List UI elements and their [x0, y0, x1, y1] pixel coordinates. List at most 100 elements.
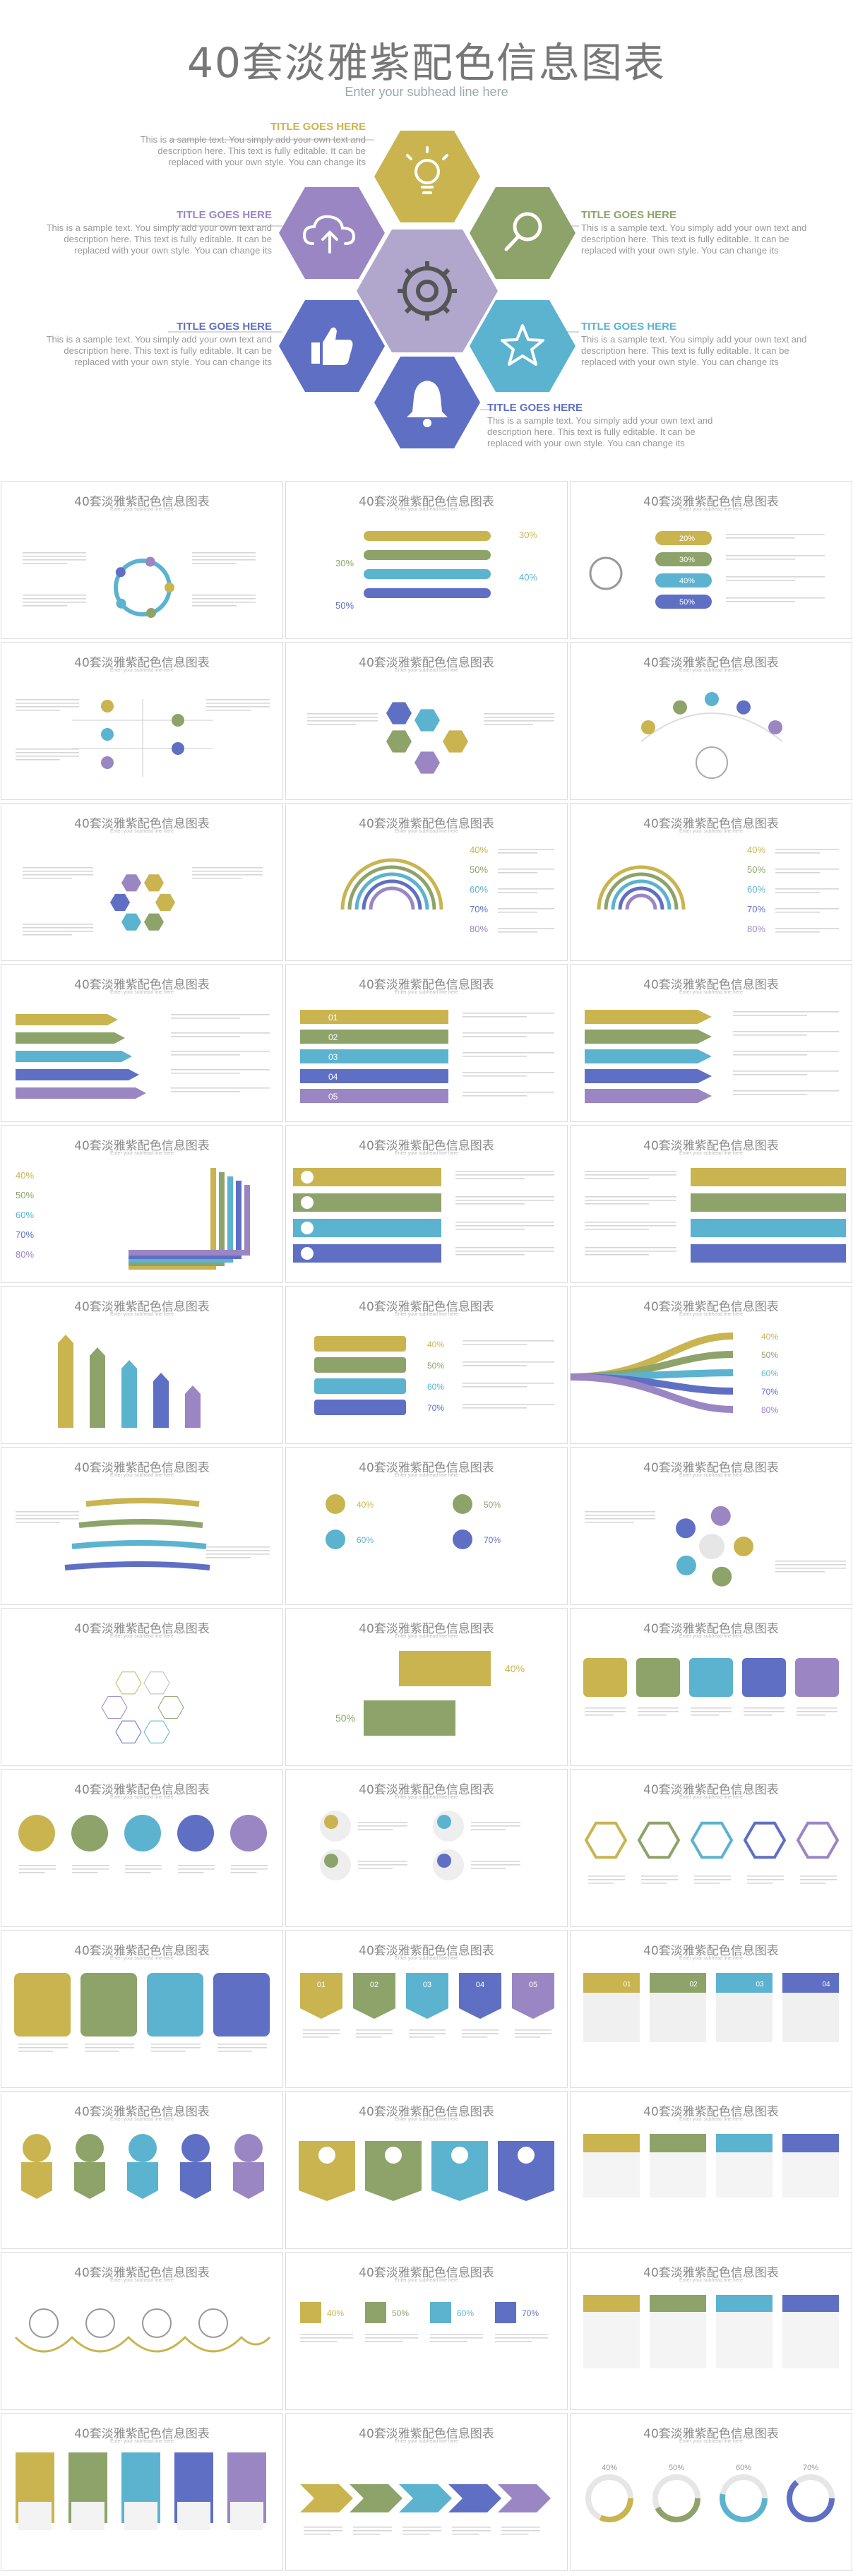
slide-thumbnail[interactable]: 40套淡雅紫配色信息图表 Enter your subhead line here [571, 2092, 852, 2248]
percent-label: 50% [747, 864, 765, 875]
slide-thumbnail[interactable]: 40套淡雅紫配色信息图表 Enter your subhead line here… [571, 2414, 852, 2570]
placeholder-line [358, 1868, 393, 1869]
curve [129, 1168, 216, 1270]
slide-thumbnail[interactable]: 40套淡雅紫配色信息图表 Enter your subhead line here [571, 1448, 852, 1604]
percent-label: 80% [470, 924, 488, 934]
placeholder-line [217, 2047, 267, 2049]
slide-thumbnail[interactable]: 40套淡雅紫配色信息图表 Enter your subhead line here… [571, 804, 852, 960]
number-tab [300, 1049, 448, 1063]
icon-circle [385, 2147, 402, 2164]
infographic-graphic: 40% 50% 60% 70% [585, 2464, 835, 2522]
placeholder-line [797, 1715, 825, 1716]
placeholder-line [85, 2047, 134, 2049]
slide-thumbnail[interactable]: 40套淡雅紫配色信息图表 Enter your subhead line here [1, 1931, 282, 2087]
placeholder-line [641, 1879, 678, 1880]
slide-thumbnail[interactable]: 40套淡雅紫配色信息图表 Enter your subhead line here… [286, 804, 567, 960]
icon-circle [326, 1530, 345, 1549]
slide-thumbnail[interactable]: 40套淡雅紫配色信息图表 Enter your subhead line here… [571, 482, 852, 638]
placeholder-line [797, 1707, 837, 1709]
percent-label: 40% [16, 1170, 34, 1181]
placeholder-line [588, 1879, 625, 1880]
slide-subtitle: Enter your subhead line here [395, 1473, 458, 1478]
placeholder-line [151, 2047, 201, 2049]
slide-thumbnail[interactable]: 40套淡雅紫配色信息图表 Enter your subhead line here… [571, 1931, 852, 2087]
placeholder-line [23, 867, 93, 869]
slide-thumbnail[interactable]: 40套淡雅紫配色信息图表 Enter your subhead line here [571, 1609, 852, 1765]
percent-label: 70% [761, 1387, 778, 1397]
slide-thumbnail[interactable]: 40套淡雅紫配色信息图表 Enter your subhead line here [1, 1770, 282, 1926]
slide-subtitle: Enter your subhead line here [110, 1634, 174, 1639]
slide-thumbnail[interactable]: 40套淡雅紫配色信息图表 Enter your subhead line here [286, 1126, 567, 1282]
placeholder-line [585, 1247, 676, 1248]
slide-title: 40套淡雅紫配色信息图表 [643, 1944, 779, 1958]
node [705, 692, 719, 706]
slide-thumbnail[interactable]: 40套淡雅紫配色信息图表 Enter your subhead line here [1, 2414, 282, 2570]
placeholder-line [585, 1707, 626, 1709]
slide-thumbnail[interactable]: 40套淡雅紫配色信息图表 Enter your subhead line here… [286, 1287, 567, 1443]
swoosh [78, 1519, 203, 1528]
badge [71, 1815, 108, 1852]
curve [129, 1176, 233, 1263]
icon-circle [518, 2147, 535, 2164]
placeholder-line [353, 2530, 392, 2532]
slide-thumbnail[interactable]: 40套淡雅紫配色信息图表 Enter your subhead line here… [286, 1609, 567, 1765]
slide-subtitle: Enter your subhead line here [395, 668, 458, 673]
arc [354, 872, 429, 910]
slide-thumbnail[interactable]: 40套淡雅紫配色信息图表 Enter your subhead line here… [286, 2253, 567, 2409]
slide-thumbnail[interactable]: 40套淡雅紫配色信息图表 Enter your subhead line here [571, 643, 852, 799]
slide-thumbnail[interactable]: 40套淡雅紫配色信息图表 Enter your subhead line here [571, 2253, 852, 2409]
slide-thumbnail[interactable]: 40套淡雅紫配色信息图表 Enter your subhead line here [571, 965, 852, 1121]
placeholder-line [171, 1051, 270, 1052]
percent-label: 60% [736, 2464, 751, 2472]
slide-thumbnail[interactable]: 40套淡雅紫配色信息图表 Enter your subhead line here [1, 1609, 282, 1765]
placeholder-line [455, 1203, 525, 1205]
slide-thumbnail[interactable]: 40套淡雅紫配色信息图表 Enter your subhead line here [286, 2414, 567, 2570]
infographic-graphic: 40% 50% 60% 70% [314, 1336, 554, 1415]
placeholder-line [691, 1711, 732, 1712]
card-body [716, 1993, 773, 2042]
slide-subtitle: Enter your subhead line here [395, 1795, 458, 1800]
slide-thumbnail[interactable]: 40套淡雅紫配色信息图表 Enter your subhead line here [1, 1448, 282, 1604]
icon-circle [85, 2308, 115, 2338]
slide-thumbnail[interactable]: 40套淡雅紫配色信息图表 Enter your subhead line here… [286, 482, 567, 638]
slide-thumbnail[interactable]: 40套淡雅紫配色信息图表 Enter your subhead line here [571, 1126, 852, 1282]
slide-thumbnail[interactable]: 40套淡雅紫配色信息图表 Enter your subhead line here [1, 965, 282, 1121]
chevron [498, 2484, 551, 2512]
placeholder-line [463, 1386, 527, 1388]
slide-title: 40套淡雅紫配色信息图表 [74, 2266, 210, 2280]
slide-thumbnail[interactable]: 40套淡雅紫配色信息图表 Enter your subhead line here… [286, 965, 567, 1121]
placeholder-line [495, 2334, 548, 2335]
ring-node [165, 583, 174, 592]
infographic-graphic: 40% 50% 60% 70% [300, 2302, 548, 2342]
hexagon-shape [144, 874, 164, 892]
icon-circle [318, 2147, 335, 2164]
slide-title: 40套淡雅紫配色信息图表 [74, 817, 210, 831]
placeholder-line [19, 1865, 56, 1866]
slide-thumbnail[interactable]: 40套淡雅紫配色信息图表 Enter your subhead line here [1, 804, 282, 960]
slide-thumbnail[interactable]: 40套淡雅紫配色信息图表 Enter your subhead line here [1, 482, 282, 638]
placeholder-line [171, 1069, 270, 1071]
slide-thumbnail[interactable]: 40套淡雅紫配色信息图表 Enter your subhead line here [286, 643, 567, 799]
placeholder-line [206, 1557, 251, 1558]
placeholder-line [72, 1868, 109, 1870]
hex-center [357, 229, 498, 352]
slide-thumbnail[interactable]: 40套淡雅紫配色信息图表 Enter your subhead line here [1, 2092, 282, 2248]
slide-thumbnail[interactable]: 40套淡雅紫配色信息图表 Enter your subhead line here… [1, 1126, 282, 1282]
placeholder-line [747, 1883, 773, 1884]
banner [293, 1219, 441, 1237]
placeholder-line [23, 598, 86, 600]
placeholder-line [638, 1715, 667, 1716]
slide-thumbnail[interactable]: 40套淡雅紫配色信息图表 Enter your subhead line here [286, 1770, 567, 1926]
placeholder-line [353, 2527, 392, 2528]
slide-thumbnail[interactable]: 40套淡雅紫配色信息图表 Enter your subhead line here [1, 643, 282, 799]
slide-thumbnail[interactable]: 40套淡雅紫配色信息图表 Enter your subhead line here [1, 2253, 282, 2409]
infographic-graphic: 20% 30% 40% 50% [589, 531, 825, 609]
slide-thumbnail[interactable]: 40套淡雅紫配色信息图表 Enter your subhead line here [571, 1770, 852, 1926]
slide-thumbnail[interactable]: 40套淡雅紫配色信息图表 Enter your subhead line here [1, 1287, 282, 1443]
placeholder-line [171, 1036, 240, 1037]
slide-thumbnail[interactable]: 40套淡雅紫配色信息图表 Enter your subhead line here… [286, 1448, 567, 1604]
placeholder-line [463, 1361, 554, 1363]
slide-thumbnail[interactable]: 40套淡雅紫配色信息图表 Enter your subhead line here… [286, 1931, 567, 2087]
slide-thumbnail[interactable]: 40套淡雅紫配色信息图表 Enter your subhead line here [286, 2092, 567, 2248]
slide-thumbnail[interactable]: 40套淡雅紫配色信息图表 Enter your subhead line here… [571, 1287, 852, 1443]
